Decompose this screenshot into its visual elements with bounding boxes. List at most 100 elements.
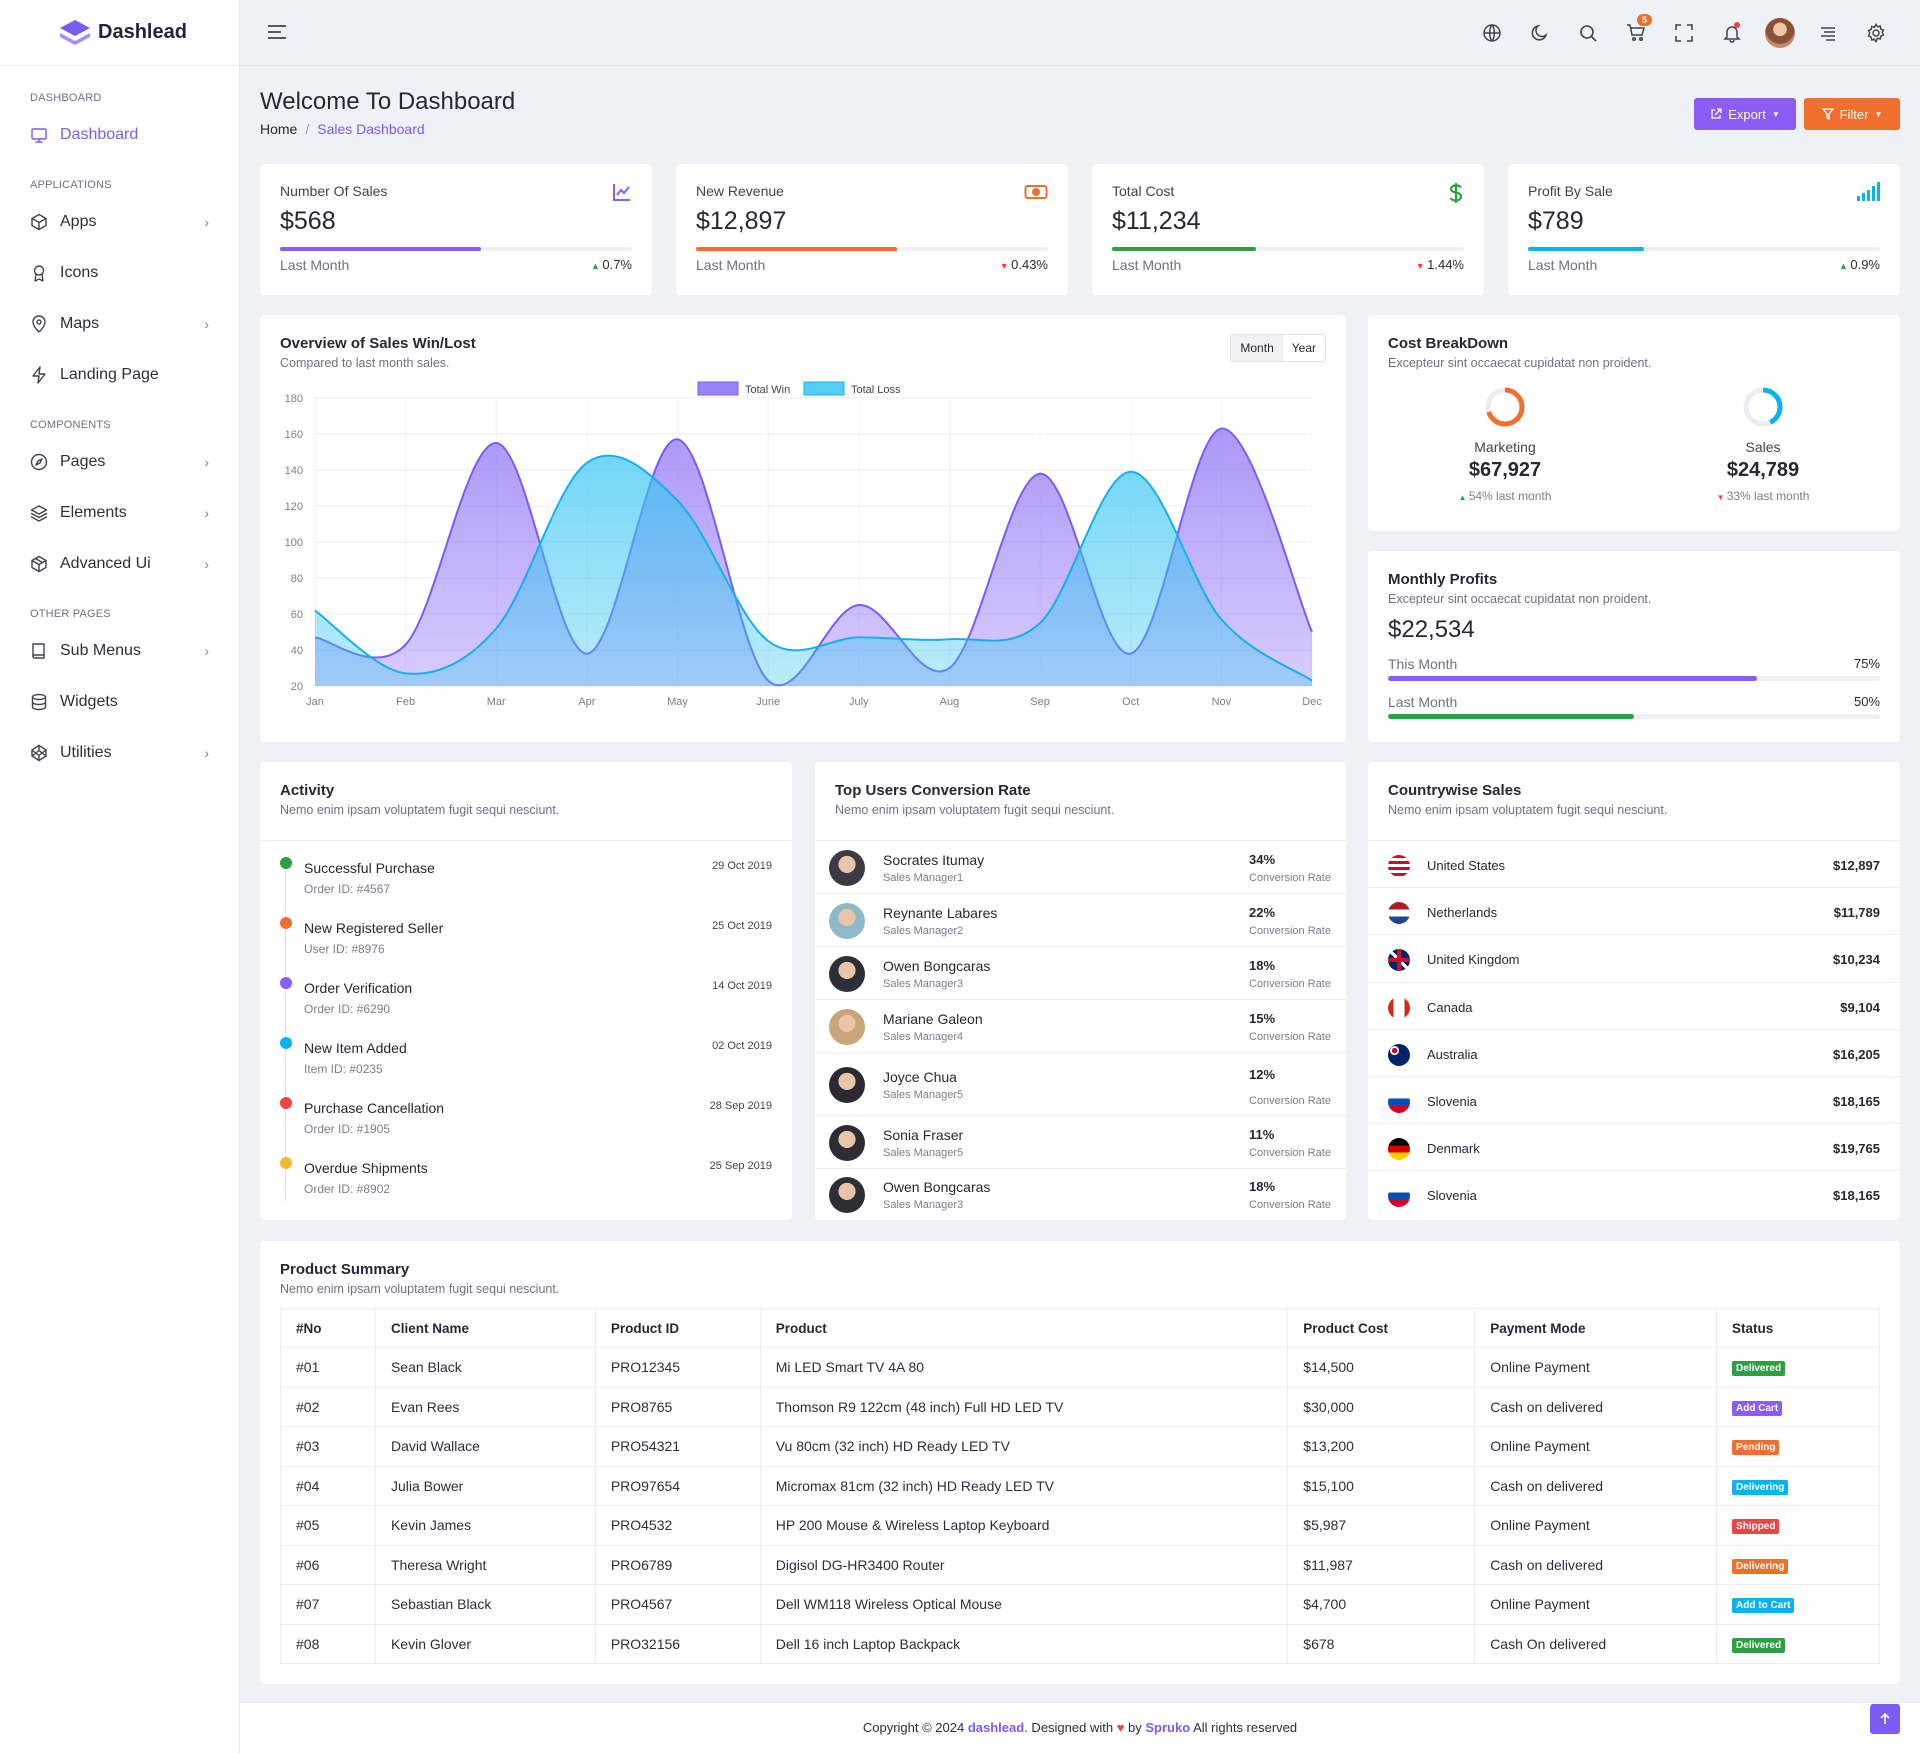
footer-author-link[interactable]: Spruko [1145, 1720, 1191, 1735]
top-header: 5 [240, 0, 1920, 66]
kpi-progress-fill [280, 247, 481, 251]
profile-button[interactable] [1756, 9, 1804, 57]
cell-no: #05 [280, 1505, 376, 1546]
user-row[interactable]: Sonia Fraser Sales Manager5 11% Conversion … [815, 1115, 1346, 1168]
user-row[interactable]: Mariane Galeon Sales Manager4 15% Conversio… [815, 999, 1346, 1052]
sidebar-item-icons[interactable]: Icons [0, 247, 239, 298]
sidebar-item-utilities[interactable]: Utilities › [0, 727, 239, 778]
chevron-right-icon: › [204, 504, 209, 521]
sidebar-right-toggle[interactable] [1804, 9, 1852, 57]
conversion-rate-label: Conversion Rate [1249, 1094, 1331, 1107]
y-tick-label: 20 [291, 681, 303, 693]
sidebar-item-landing-page[interactable]: Landing Page [0, 349, 239, 400]
country-row: Australia $16,205 [1368, 1028, 1900, 1076]
cell-no: #02 [280, 1386, 376, 1427]
brand-logo[interactable]: Dashlead [0, 0, 239, 66]
cell-client: Sean Black [374, 1347, 596, 1388]
sidebar-item-advanced-ui[interactable]: Advanced Ui › [0, 538, 239, 589]
cell-product: Digisol DG-HR3400 Router [759, 1544, 1289, 1585]
user-role: Sales Manager5 [883, 1146, 964, 1159]
uk-flag-icon [1388, 949, 1410, 972]
user-conversion-pct: 12% [1249, 1066, 1276, 1082]
cell-mode: Online Payment [1474, 1505, 1718, 1546]
top-users-title: Top Users Conversion Rate [835, 782, 1031, 799]
profit-progress-bar [1388, 714, 1880, 719]
user-row[interactable]: Owen Bongcaras Sales Manager3 18% Conversio… [815, 946, 1346, 999]
fullscreen-button[interactable] [1660, 9, 1708, 57]
search-icon [1580, 25, 1597, 42]
cell-mode: Cash on delivered [1474, 1544, 1718, 1585]
bell-icon [1723, 26, 1741, 43]
donut-label: Sales [1745, 439, 1781, 455]
footer-brand-link[interactable]: dashlead [967, 1720, 1025, 1735]
tab-year[interactable]: Year [1291, 341, 1316, 355]
dollar-icon [1448, 182, 1464, 209]
signal-icon [1856, 182, 1880, 207]
back-to-top-button[interactable] [1870, 1704, 1900, 1734]
timeline-dot [280, 977, 292, 989]
breadcrumb-home[interactable]: Home [260, 121, 298, 137]
sidebar-item-maps[interactable]: Maps › [0, 298, 239, 349]
cell-cost: $4,700 [1287, 1584, 1476, 1625]
country-amount: $18,165 [1833, 1094, 1880, 1109]
sidebar-item-widgets[interactable]: Widgets [0, 676, 239, 727]
sidebar-item-label: Icons [60, 263, 99, 281]
language-button[interactable] [1468, 9, 1516, 57]
user-row[interactable]: Socrates Itumay Sales Manager1 34% Conversi… [815, 840, 1346, 893]
footer: Copyright © 2024 dashlead. Designed with… [240, 1703, 1920, 1753]
caret-down-icon: ▼ [1771, 109, 1780, 119]
notifications-button[interactable] [1708, 9, 1756, 57]
user-row[interactable]: Owen Bongcaras Sales Manager3 18% Conversio… [815, 1168, 1346, 1220]
status-badge: Delivered [1732, 1361, 1786, 1377]
sidebar-category: DASHBOARD [30, 92, 102, 104]
ca-flag-icon [1388, 996, 1410, 1019]
sidebar-item-dashboard[interactable]: Dashboard [0, 109, 239, 160]
settings-button[interactable] [1852, 9, 1900, 57]
sidebar-item-label: Apps [60, 212, 97, 230]
country-row: United Kingdom $10,234 [1368, 934, 1900, 981]
layers-logo-icon [60, 19, 90, 45]
country-amount: $18,165 [1833, 1188, 1880, 1204]
donut-change: ▲ 54% last month [1425, 489, 1585, 503]
countrywise-subtitle: Nemo enim ipsam voluptatem fugit sequi n… [1388, 803, 1668, 817]
cell-product: Vu 80cm (32 inch) HD Ready LED TV [759, 1426, 1289, 1467]
layers-icon [30, 504, 48, 522]
cell-no: #07 [280, 1584, 376, 1625]
search-button[interactable] [1564, 9, 1612, 57]
x-tick-label: Mar [487, 696, 506, 708]
country-name: Slovenia [1427, 1188, 1477, 1204]
theme-toggle-button[interactable] [1516, 9, 1564, 57]
user-row[interactable]: Joyce Chua Sales Manager5 12% Conversion Ra… [815, 1052, 1346, 1115]
y-tick-label: 180 [285, 393, 303, 405]
cell-no: #04 [280, 1465, 376, 1506]
activity-date: 14 Oct 2019 [712, 980, 772, 992]
sales-area-chart: 20 40 60 80 100 120 140 160 180 Jan Feb Mar Apr May Ju… [285, 381, 1322, 708]
x-tick-label: July [849, 696, 869, 708]
activity-date: 02 Oct 2019 [712, 1040, 772, 1052]
user-row[interactable]: Reynante Labares Sales Manager2 22% Convers… [815, 893, 1346, 946]
caret-up-icon: ▲ [1458, 493, 1469, 502]
tab-month[interactable]: Month [1231, 335, 1283, 361]
conversion-rate-label: Conversion Rate [1249, 1199, 1331, 1211]
kpi-value: $568 [280, 207, 336, 235]
sidebar-item-pages[interactable]: Pages › [0, 436, 239, 487]
sidebar-item-apps[interactable]: Apps › [0, 196, 239, 247]
timeline-dot [280, 857, 292, 869]
cost-breakdown-card: Cost BreakDown Excepteur sint occaecat c… [1368, 315, 1900, 531]
cell-product: Thomson R9 122cm (48 inch) Full HD LED T… [759, 1386, 1289, 1427]
export-button[interactable]: Export ▼ [1694, 98, 1796, 130]
sidebar-item-sub-menus[interactable]: Sub Menus › [0, 625, 239, 676]
legend-label: Total Win [745, 384, 790, 396]
sidebar-item-elements[interactable]: Elements › [0, 487, 239, 538]
column-header: Client Name [374, 1308, 596, 1348]
activity-date: 25 Sep 2019 [709, 1160, 772, 1172]
avatar [829, 1066, 865, 1103]
status-badge: Add Cart [1732, 1400, 1783, 1416]
column-header: Status [1716, 1308, 1880, 1348]
filter-button[interactable]: Filter ▼ [1804, 98, 1900, 130]
kpi-title: Total Cost [1112, 183, 1175, 199]
line-chart-icon [612, 182, 632, 207]
menu-toggle-button[interactable] [267, 22, 287, 47]
cart-button[interactable]: 5 [1612, 9, 1660, 57]
chevron-right-icon: › [204, 744, 209, 761]
